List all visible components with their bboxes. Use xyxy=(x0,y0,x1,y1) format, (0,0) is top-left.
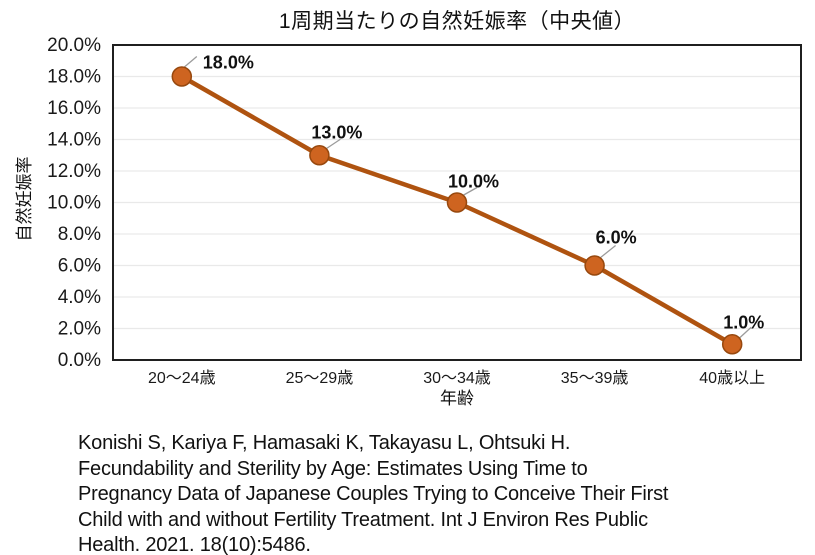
data-point-label: 6.0% xyxy=(596,228,637,248)
citation-line: Pregnancy Data of Japanese Couples Tryin… xyxy=(78,483,669,506)
citation-line: Fecundability and Sterility by Age: Esti… xyxy=(78,457,588,480)
x-axis-title: 年齢 xyxy=(440,389,474,408)
leader-line xyxy=(183,56,198,68)
data-point-marker xyxy=(721,334,743,355)
leader-line xyxy=(600,244,617,259)
y-tick-label: 10.0% xyxy=(47,193,101,214)
data-point-label: 10.0% xyxy=(448,172,499,192)
data-point-label: 18.0% xyxy=(203,53,254,73)
x-category-label: 25～29歳 xyxy=(286,369,354,387)
data-point-marker xyxy=(584,255,605,276)
y-tick-label: 6.0% xyxy=(58,256,101,277)
y-tick-label: 18.0% xyxy=(47,67,101,88)
y-tick-label: 2.0% xyxy=(58,319,101,340)
data-point-label: 1.0% xyxy=(723,312,764,332)
plot-border xyxy=(112,44,802,361)
citation-line: Child with and without Fertility Treatme… xyxy=(78,508,648,531)
y-tick-label: 16.0% xyxy=(47,98,101,119)
data-point-marker xyxy=(446,192,468,213)
y-tick-label: 12.0% xyxy=(47,161,101,182)
y-tick-label: 8.0% xyxy=(58,224,101,245)
y-tick-label: 4.0% xyxy=(58,287,101,308)
y-tick-label: 14.0% xyxy=(47,130,101,151)
x-category-label: 20～24歳 xyxy=(148,369,216,387)
x-category-label: 35～39歳 xyxy=(561,369,629,387)
chart-title: 1周期当たりの自然妊娠率（中央値） xyxy=(278,10,636,33)
leader-line xyxy=(325,138,341,150)
data-point-marker xyxy=(171,66,193,87)
leader-line xyxy=(738,326,752,339)
y-tick-label: 20.0% xyxy=(47,35,101,56)
y-tick-label: 0.0% xyxy=(58,350,101,371)
citation-line: Konishi S, Kariya F, Hamasaki K, Takayas… xyxy=(78,432,571,454)
data-point-marker xyxy=(309,145,330,166)
citation-line: Health. 2021. 18(10):5486. xyxy=(78,534,311,555)
citation: Konishi S, Kariya F, Hamasaki K, Takayas… xyxy=(78,431,668,555)
x-category-label: 40歳以上 xyxy=(699,369,765,387)
x-category-label: 30～34歳 xyxy=(423,369,491,387)
plot-area: 0.0% 2.0% 4.0% 6.0% 8.0% 10.0% 12.0% 14.0% 16.0%… xyxy=(47,35,802,387)
data-point-label: 13.0% xyxy=(311,122,362,142)
